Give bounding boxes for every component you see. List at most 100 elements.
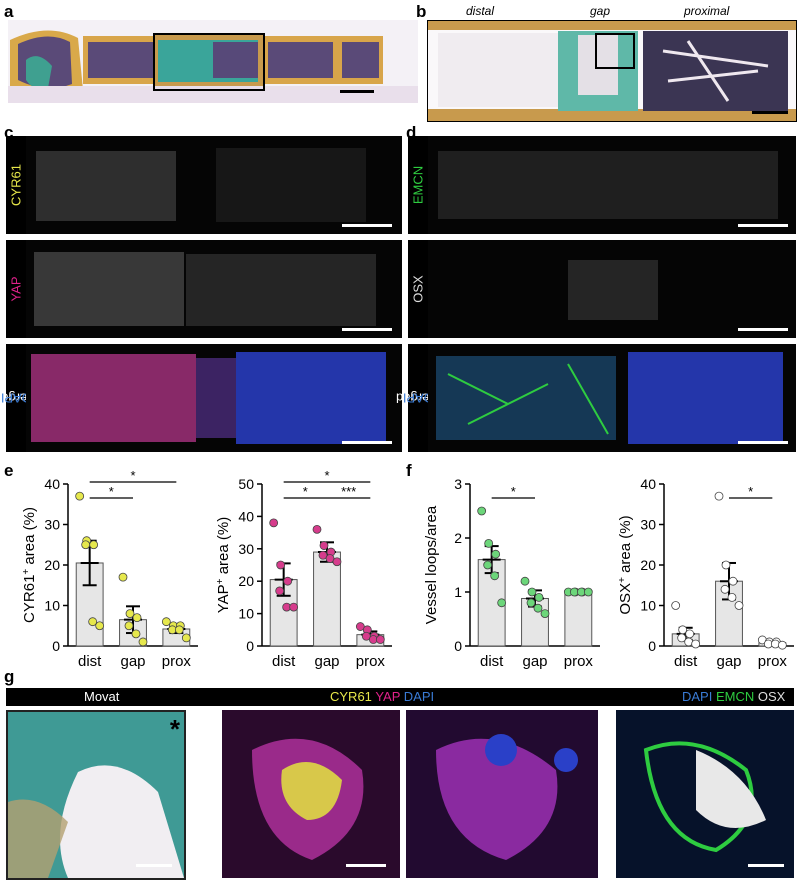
movat-image: * [6,710,186,880]
data-point [283,576,293,586]
y-axis-label: Vessel loops/area [423,505,440,624]
data-point [714,491,724,501]
data-point [375,635,385,644]
y-tick-label: 30 [238,541,254,557]
x-tick-label: dist [480,653,504,670]
y-tick-label: 30 [640,517,656,533]
y-tick-label: 3 [454,476,462,492]
scale-bar [342,328,392,331]
cyr61-area-chart: 0 10 20 30 40 CYR61+ area (%) dist gap prox * * [21,468,198,670]
y-tick-label: 50 [238,476,254,492]
g-cyr61-label: CYR61 [330,689,372,704]
data-point [131,629,141,639]
scale-bar [346,864,386,867]
x-tick-label: prox [162,653,192,670]
cyr61-label: CYR61 [8,164,24,206]
panel-label-g: g [4,667,15,686]
y-tick-label: 20 [238,573,254,589]
x-tick-label: dist [78,653,102,670]
bar [313,551,341,647]
y-axis-label: OSX+ area (%) [617,515,635,614]
x-tick-label: prox [564,653,594,670]
data-point [527,587,537,597]
label-gap: gap [590,4,611,18]
cyr61-row-label: CYR61 [6,136,26,234]
data-point [721,560,731,570]
data-point [276,560,286,570]
y-axis-label: YAP+ area (%) [215,517,233,613]
data-point [540,609,550,619]
g-emcn-labels: DAPI EMCN OSX [682,689,785,704]
x-tick-label: prox [758,653,788,670]
x-tick-label: dist [272,653,296,670]
panel-label-c: c [4,123,14,142]
panel-g-header: Movat CYR61 YAP DAPI DAPI EMCN OSX [6,688,794,706]
yap-row-label: YAP [6,240,26,338]
panel-label-a: a [4,2,14,21]
yap-label: YAP [8,276,24,302]
data-point [533,603,543,613]
emcn-row-label: EMCN [408,136,428,234]
data-point [181,633,191,643]
significance-label: *** [341,484,356,499]
y-tick-label: 40 [44,476,60,492]
scale-bar [342,441,392,444]
data-point [318,550,328,560]
data-point [534,592,544,602]
osx-area-chart: 0 10 20 30 40 OSX+ area (%) dist gap prox * [617,476,794,670]
data-point [138,637,148,647]
merged-image-d [428,344,796,452]
osx-row-label: OSX [408,240,428,338]
y-tick-label: 40 [238,508,254,524]
x-tick-label: dist [674,653,698,670]
panel-label-e: e [4,461,14,480]
osx-image [428,240,796,338]
bar [564,591,593,647]
y-tick-label: 0 [454,638,462,654]
data-point [124,621,134,631]
data-point [526,598,536,608]
x-tick-label: prox [356,653,386,670]
cyr61-image [26,136,402,234]
data-point [491,549,501,559]
y-tick-label: 0 [246,638,254,654]
g-yap-label: YAP [375,689,401,704]
merged-row-label-c: Merged DAPI [0,344,38,452]
g-merged-labels: CYR61 YAP DAPI [330,689,434,704]
y-tick-label: 2 [454,530,462,546]
x-tick-label: gap [716,653,741,670]
scale-bar [342,224,392,227]
data-point [361,631,371,641]
y-tick-label: 20 [44,557,60,573]
data-point [497,598,507,608]
data-point [728,576,738,586]
data-point [75,491,85,501]
y-tick-label: 20 [640,557,656,573]
data-point [161,617,171,627]
data-point [81,540,91,550]
data-point [332,557,342,567]
x-tick-label: gap [522,653,547,670]
emcn-osx-image [616,710,794,878]
y-tick-label: 40 [640,476,656,492]
data-point [95,621,105,631]
label-proximal: proximal [684,4,730,18]
data-point [720,584,730,594]
data-point [355,622,365,631]
yap-dapi-image [406,710,598,878]
y-tick-label: 10 [44,598,60,614]
emcn-image [428,136,796,234]
y-tick-label: 10 [238,606,254,622]
x-tick-label: gap [314,653,339,670]
scale-bar [738,441,788,444]
scale-bar [136,864,172,867]
data-point [319,541,329,550]
data-point [118,572,128,582]
label-distal: distal [466,4,495,18]
emcn-label: EMCN [410,165,426,205]
significance-label: * [109,484,114,499]
y-tick-label: 10 [640,598,656,614]
data-point [671,601,681,610]
data-point [477,506,487,516]
